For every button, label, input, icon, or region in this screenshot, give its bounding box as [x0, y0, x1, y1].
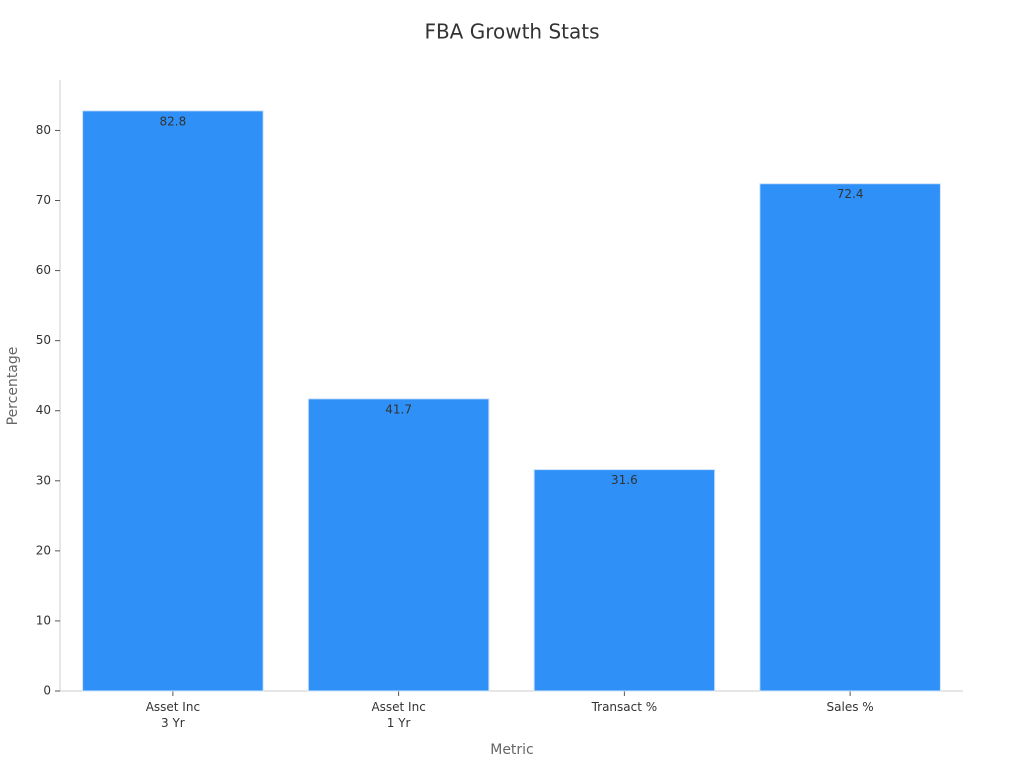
- value-label: 82.8: [160, 114, 187, 128]
- bar: [759, 183, 941, 692]
- y-tick-label: 10: [36, 613, 51, 627]
- y-tick-label: 30: [36, 473, 51, 487]
- value-label: 31.6: [611, 473, 638, 487]
- bar: [82, 110, 264, 692]
- bar: [307, 398, 490, 692]
- y-tick-label: 20: [36, 543, 51, 557]
- y-tick-label: 50: [36, 333, 51, 347]
- x-tick-label: Asset Inc 3 Yr: [145, 700, 201, 730]
- x-axis-label: Metric: [490, 742, 534, 758]
- y-axis-label: Percentage: [5, 347, 21, 426]
- y-tick-label: 0: [43, 684, 51, 698]
- x-tick-label: Transact %: [591, 700, 658, 714]
- y-tick-label: 40: [36, 403, 51, 417]
- x-tick-label: Asset Inc 1 Yr: [371, 700, 426, 730]
- y-tick-label: 60: [36, 263, 51, 277]
- y-tick-label: 70: [36, 193, 51, 207]
- value-label: 72.4: [837, 187, 864, 201]
- x-tick-label: Sales %: [826, 700, 874, 714]
- y-tick-label: 80: [36, 123, 51, 137]
- chart-title: FBA Growth Stats: [424, 20, 599, 44]
- value-label: 41.7: [385, 402, 412, 416]
- bar: [533, 469, 716, 692]
